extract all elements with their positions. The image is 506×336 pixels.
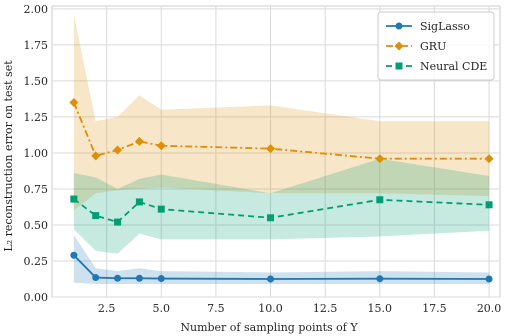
neural-cde-point (376, 196, 384, 204)
legend-marker-siglasso (395, 22, 403, 30)
series-markers (69, 98, 494, 283)
x-tick-label: 12.5 (313, 302, 338, 315)
gru-point (134, 136, 144, 146)
gru-point (375, 154, 385, 164)
neural-cde-line (73, 198, 490, 224)
legend-label-neural-cde: Neural CDE (420, 60, 487, 73)
gru-point (69, 98, 79, 108)
neural-cde-band (73, 158, 490, 254)
siglasso-band (73, 235, 490, 285)
y-tick-label: 0.50 (24, 219, 49, 232)
x-tick-label: 7.5 (207, 302, 225, 315)
y-tick-label: 1.75 (24, 39, 49, 52)
siglasso-point (267, 275, 275, 283)
confidence-bands (73, 14, 490, 285)
neural-cde-point (157, 205, 165, 213)
siglasso-point (92, 274, 100, 282)
y-axis-ticks: 0.00 0.25 0.50 0.75 1.00 1.25 1.50 1.75 2.00 (24, 3, 49, 304)
y-tick-label: 2.00 (24, 3, 49, 16)
neural-cde-point (485, 201, 493, 209)
y-tick-label: 0.00 (24, 291, 49, 304)
gru-point (484, 154, 494, 164)
gru-point (91, 151, 101, 161)
y-tick-label: 1.25 (24, 111, 49, 124)
x-tick-label: 20.0 (477, 302, 502, 315)
series-lines (73, 102, 490, 280)
siglasso-point (135, 274, 143, 282)
x-tick-label: 15.0 (368, 302, 393, 315)
gru-point (266, 144, 276, 154)
y-tick-label: 0.75 (24, 183, 49, 196)
siglasso-point (157, 275, 165, 283)
neural-cde-point (70, 195, 78, 203)
x-tick-label: 17.5 (422, 302, 447, 315)
gru-line (73, 102, 490, 160)
y-tick-label: 1.00 (24, 147, 49, 160)
gru-point (156, 141, 166, 151)
y-tick-label: 0.25 (24, 255, 49, 268)
neural-cde-point (267, 214, 275, 222)
grid (52, 6, 500, 298)
x-tick-label: 10.0 (258, 302, 283, 315)
gru-band (73, 14, 490, 211)
x-tick-label: 2.5 (98, 302, 116, 315)
x-tick-label: 5.0 (153, 302, 171, 315)
y-tick-label: 1.50 (24, 75, 49, 88)
siglasso-point (70, 251, 78, 259)
neural-cde-point (114, 218, 122, 226)
siglasso-point (114, 274, 122, 282)
legend-label-siglasso: SigLasso (420, 20, 470, 33)
legend-marker-neural-cde (395, 62, 403, 70)
x-axis-ticks: 2.5 5.0 7.5 10.0 12.5 15.0 17.5 20.0 (98, 302, 501, 315)
siglasso-point (485, 275, 493, 283)
gru-point (113, 145, 123, 155)
neural-cde-point (92, 212, 100, 220)
legend-label-gru: GRU (420, 40, 446, 53)
legend-marker-gru (394, 41, 404, 51)
legend-box (377, 11, 495, 81)
legend: SigLasso GRU Neural CDE (377, 11, 495, 81)
y-axis-title: L₂ reconstruction error on test set (2, 60, 15, 252)
siglasso-line (73, 254, 490, 280)
neural-cde-point (135, 198, 143, 206)
x-axis-title: Number of sampling points of Y (180, 321, 358, 334)
siglasso-point (376, 275, 384, 283)
